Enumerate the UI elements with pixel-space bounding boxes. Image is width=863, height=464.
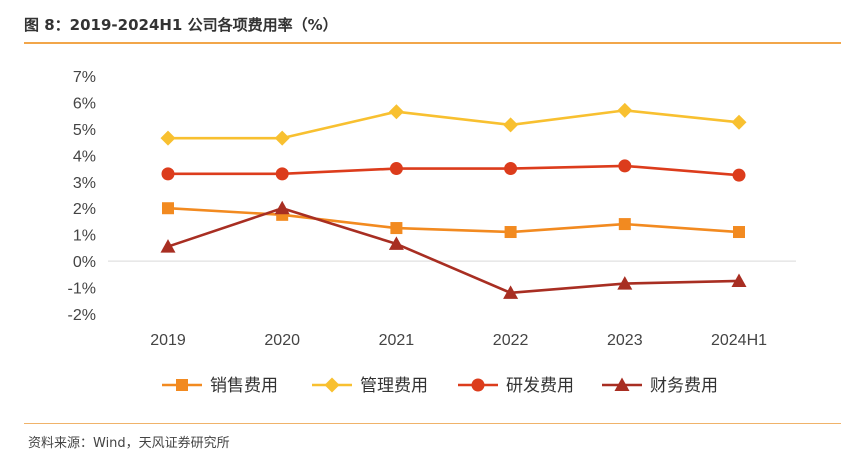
y-tick-label: 0% <box>73 254 96 271</box>
legend-item-1: 销售费用 <box>162 376 278 396</box>
series-line <box>167 206 740 234</box>
legend-item-2: 管理费用 <box>312 376 428 396</box>
data-point <box>617 276 633 290</box>
y-tick-label: 4% <box>73 148 96 165</box>
legend-marker <box>471 378 485 392</box>
legend-label: 销售费用 <box>210 376 278 396</box>
data-point <box>618 159 632 173</box>
data-point <box>160 239 176 253</box>
data-point <box>618 218 631 231</box>
data-point <box>732 168 746 182</box>
title-divider <box>24 42 841 44</box>
data-point <box>388 236 404 250</box>
series-2 <box>160 102 747 146</box>
legend-marker <box>614 377 630 391</box>
data-point <box>274 130 290 146</box>
series-line <box>168 109 740 140</box>
plot-area <box>160 102 747 299</box>
legend-label: 管理费用 <box>360 376 428 396</box>
series-line <box>168 164 740 177</box>
y-tick-label: 1% <box>73 228 96 245</box>
y-tick-label: -1% <box>68 281 96 298</box>
data-point <box>162 202 174 215</box>
legend-item-4: 财务费用 <box>602 376 718 396</box>
data-point <box>160 130 176 146</box>
y-tick-label: -2% <box>68 307 96 324</box>
figure-title: 图 8：2019-2024H1 公司各项费用率（%） <box>24 16 338 34</box>
source-note: 资料来源：Wind，天风证券研究所 <box>28 436 230 451</box>
data-point <box>731 114 747 130</box>
data-point <box>388 104 404 120</box>
data-point <box>504 226 517 239</box>
line-chart: -2% -1% 0% 1% 2% 3% 4% 5% 6% 7% 2019 2020 2021 2022 20… <box>68 69 796 396</box>
data-point <box>274 200 290 215</box>
data-point <box>617 102 633 118</box>
x-tick-label: 2019 <box>150 332 186 349</box>
data-point <box>503 285 519 299</box>
x-tick-label: 2022 <box>493 332 529 349</box>
legend-label: 研发费用 <box>506 376 574 396</box>
legend-marker <box>324 377 340 393</box>
y-tick-label: 7% <box>73 69 96 86</box>
series-line <box>167 206 740 295</box>
legend-marker <box>176 379 188 391</box>
data-point <box>275 167 289 181</box>
x-tick-label: 2024H1 <box>711 332 767 349</box>
x-tick-label: 2021 <box>379 332 415 349</box>
data-point <box>390 222 403 235</box>
y-tick-label: 5% <box>73 122 96 139</box>
series-3 <box>161 159 746 182</box>
x-tick-label: 2023 <box>607 332 643 349</box>
footer-divider <box>24 423 841 424</box>
data-point <box>731 273 747 287</box>
data-point <box>504 162 518 176</box>
y-tick-label: 6% <box>73 95 96 112</box>
legend-label: 财务费用 <box>650 376 718 396</box>
data-point <box>733 226 745 239</box>
y-axis: -2% -1% 0% 1% 2% 3% 4% 5% 6% 7% 2019 2020 2021 2022 20… <box>68 69 796 349</box>
data-point <box>389 162 403 176</box>
y-tick-label: 3% <box>73 175 96 192</box>
legend: 销售费用 管理费用 研发费用 财务费用 <box>162 376 718 396</box>
legend-item-3: 研发费用 <box>458 376 574 396</box>
data-point <box>503 117 519 133</box>
y-tick-label: 2% <box>73 201 96 218</box>
data-point <box>161 167 175 181</box>
x-tick-label: 2020 <box>264 332 300 349</box>
series-4 <box>160 200 747 299</box>
